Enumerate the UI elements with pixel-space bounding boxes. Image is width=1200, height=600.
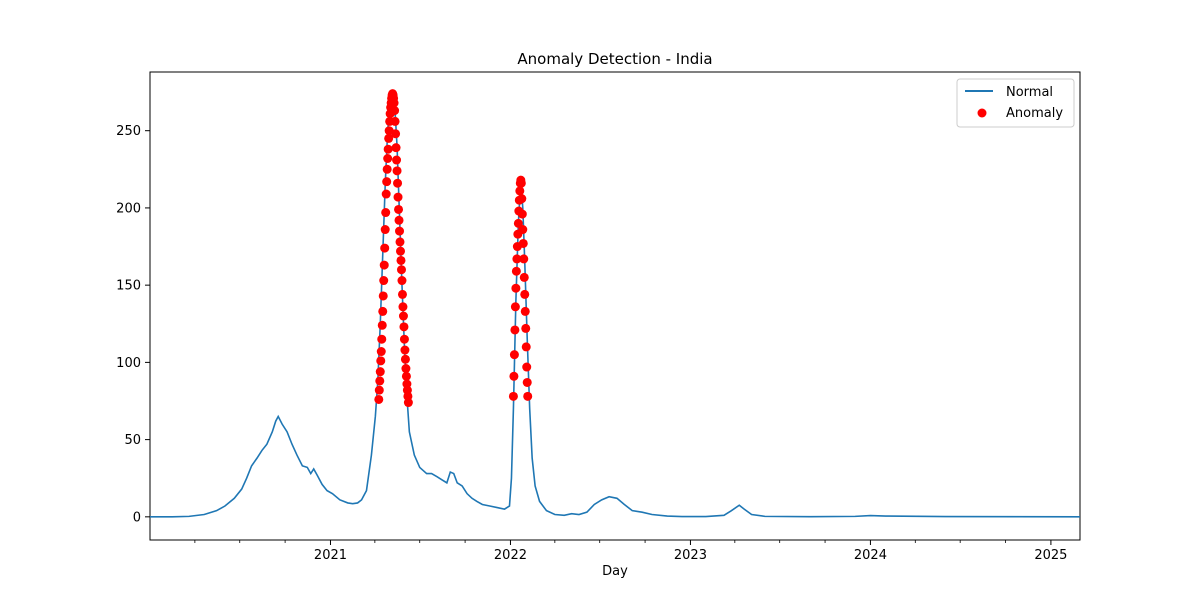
anomaly-point xyxy=(522,362,532,372)
anomaly-point xyxy=(377,334,387,344)
anomaly-points xyxy=(374,89,533,408)
anomaly-point xyxy=(391,129,401,139)
anomaly-point xyxy=(508,391,518,401)
legend-normal-label: Normal xyxy=(1006,85,1053,100)
anomaly-point xyxy=(403,398,413,408)
anomaly-point xyxy=(393,178,403,188)
anomaly-point xyxy=(521,342,531,352)
y-tick-label: 50 xyxy=(124,433,141,448)
anomaly-point xyxy=(375,367,385,377)
anomaly-point xyxy=(389,98,399,108)
x-tick-label: 2021 xyxy=(314,548,347,563)
axes-frame xyxy=(149,71,1081,541)
anomaly-point xyxy=(394,204,404,214)
anomaly-point xyxy=(510,302,520,312)
anomaly-point xyxy=(376,347,386,357)
anomaly-point xyxy=(509,371,519,381)
legend-anomaly-swatch xyxy=(977,108,987,118)
anomaly-point xyxy=(520,289,530,299)
anomaly-point xyxy=(511,283,521,293)
anomaly-point xyxy=(380,225,390,235)
anomaly-point xyxy=(401,371,411,381)
x-tick-label: 2024 xyxy=(854,548,887,563)
anomaly-point xyxy=(374,394,384,404)
anomaly-point xyxy=(517,194,527,204)
anomaly-point xyxy=(383,144,393,154)
anomaly-point xyxy=(379,276,389,286)
anomaly-point xyxy=(515,186,525,196)
anomaly-point xyxy=(397,276,407,286)
anomaly-point xyxy=(511,266,521,276)
anomaly-point xyxy=(378,291,388,301)
anomaly-point xyxy=(394,215,404,225)
anomaly-point xyxy=(400,345,410,355)
x-axis-minor-ticks xyxy=(194,540,1006,543)
series-line-normal xyxy=(150,93,1081,518)
anomaly-point xyxy=(391,143,401,153)
anomaly-point xyxy=(382,177,392,187)
anomaly-point xyxy=(396,246,405,256)
anomaly-point xyxy=(374,385,384,395)
anomaly-point xyxy=(521,323,531,333)
anomaly-point xyxy=(518,225,528,235)
anomaly-point xyxy=(397,289,407,299)
anomaly-point xyxy=(399,322,409,332)
chart-title: Anomaly Detection - India xyxy=(517,50,712,68)
y-tick-label: 150 xyxy=(116,279,141,294)
anomaly-point xyxy=(398,311,408,321)
anomaly-point xyxy=(393,192,403,202)
plot-area: 0 50 100 150 200 250 2021 2022 2023 2024 2025 xyxy=(116,71,1081,563)
anomaly-point xyxy=(392,166,402,176)
anomaly-point xyxy=(517,209,527,219)
anomaly-point xyxy=(518,238,528,248)
anomaly-point xyxy=(376,356,386,366)
x-axis-label: Day xyxy=(602,564,628,579)
y-axis-ticks: 0 50 100 150 200 250 xyxy=(116,124,150,525)
anomaly-point xyxy=(377,320,387,330)
x-axis-ticks: 2021 2022 2023 2024 2025 xyxy=(314,540,1067,563)
anomaly-point xyxy=(398,302,408,312)
x-tick-label: 2022 xyxy=(494,548,527,563)
y-tick-label: 200 xyxy=(116,201,141,216)
anomaly-point xyxy=(512,254,522,264)
anomaly-point xyxy=(519,254,529,264)
anomaly-point xyxy=(520,306,530,316)
legend-anomaly-label: Anomaly xyxy=(1006,106,1063,121)
anomaly-point xyxy=(390,116,400,126)
x-tick-label: 2023 xyxy=(674,548,707,563)
anomaly-point xyxy=(396,265,406,275)
anomaly-point xyxy=(378,306,388,316)
anomaly-point xyxy=(395,237,405,247)
anomaly-point xyxy=(509,350,519,360)
y-tick-label: 250 xyxy=(116,124,141,139)
anomaly-point xyxy=(519,272,529,282)
anomaly-point xyxy=(390,106,400,116)
anomaly-point xyxy=(400,354,410,364)
anomaly-point xyxy=(401,364,411,374)
y-tick-label: 0 xyxy=(133,510,141,525)
anomaly-point xyxy=(392,155,402,165)
anomaly-point xyxy=(396,255,406,265)
anomaly-point xyxy=(522,377,532,387)
legend: Normal Anomaly xyxy=(956,78,1075,128)
anomaly-point xyxy=(379,260,389,270)
anomaly-point xyxy=(381,189,391,199)
anomaly-point xyxy=(380,243,390,253)
anomaly-point xyxy=(384,133,394,143)
anomaly-point xyxy=(375,376,385,386)
anomaly-point xyxy=(382,164,392,174)
y-tick-label: 100 xyxy=(116,356,141,371)
anomaly-point xyxy=(510,325,520,335)
anomaly-point xyxy=(383,154,393,163)
x-tick-label: 2025 xyxy=(1034,548,1067,563)
anomaly-point xyxy=(523,391,533,401)
anomaly-point xyxy=(516,178,526,188)
anomaly-point xyxy=(381,208,391,218)
anomaly-point xyxy=(399,334,409,344)
anomaly-point xyxy=(395,226,405,236)
